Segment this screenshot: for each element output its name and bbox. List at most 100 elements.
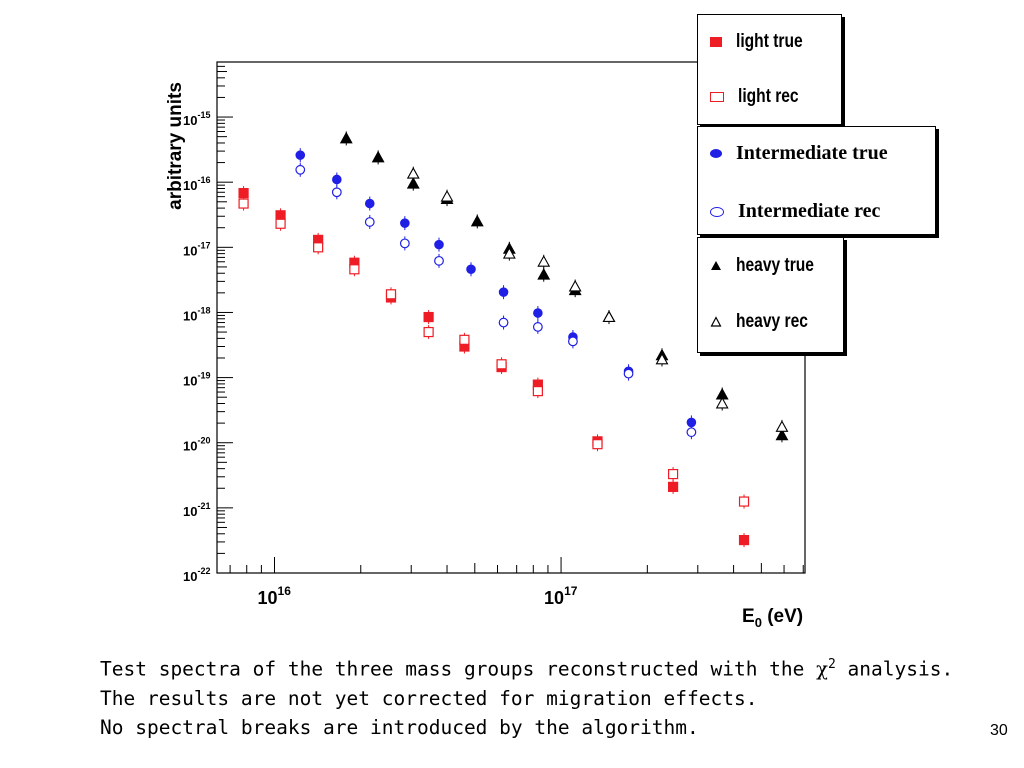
- tick-base: 10: [544, 588, 564, 608]
- point-light-rec: [423, 326, 434, 338]
- point-light-rec: [385, 289, 397, 300]
- point-heavy-rec: [502, 246, 516, 259]
- legend-item-light-rec: light rec: [710, 86, 812, 108]
- point-intermediate-true: [364, 198, 375, 209]
- point-heavy-true: [775, 428, 789, 441]
- point-intermediate-rec: [399, 238, 410, 249]
- tick-exponent: -19: [197, 371, 210, 381]
- point-intermediate-true: [533, 308, 543, 318]
- tick-base: 10: [183, 243, 197, 258]
- y-axis-label: arbitrary units: [165, 82, 186, 210]
- slide-number: 30: [990, 722, 1008, 739]
- legend-label: light rec: [738, 86, 799, 107]
- legend-item-intermediate-true: Intermediate true: [710, 142, 888, 165]
- point-light-rec: [496, 359, 507, 370]
- y-tick-label: 10-20: [183, 436, 210, 454]
- y-tick-label: 10-16: [183, 175, 210, 193]
- tick-base: 10: [183, 374, 197, 389]
- caption-line-1-prefix: Test spectra of the three mass groups re…: [100, 657, 817, 681]
- point-heavy-true: [470, 214, 484, 227]
- tick-exponent: -18: [197, 305, 210, 315]
- filled-triangle-marker-icon: [711, 261, 721, 270]
- point-light-true: [275, 210, 286, 221]
- point-intermediate-true: [686, 417, 697, 428]
- y-tick-label: 10-17: [183, 240, 210, 258]
- y-tick-label: 10-15: [183, 110, 210, 128]
- point-heavy-true: [371, 150, 385, 163]
- point-heavy-rec: [655, 352, 669, 365]
- caption-line-3: No spectral breaks are introduced by the…: [100, 715, 699, 739]
- open-triangle-marker-icon: [710, 316, 722, 327]
- chi-symbol: χ: [816, 657, 828, 681]
- x-axis-label-subscript: 0: [755, 615, 762, 630]
- tick-base: 10: [183, 504, 197, 519]
- point-light-rec: [592, 439, 603, 450]
- point-intermediate-true: [295, 150, 306, 160]
- x-tick-label: 1016: [258, 584, 292, 608]
- tick-base: 10: [183, 178, 197, 193]
- point-heavy-true: [339, 131, 353, 144]
- point-light-rec: [238, 198, 249, 209]
- legend-label: Intermediate true: [736, 142, 888, 164]
- legend-label: Intermediate rec: [738, 200, 881, 222]
- point-heavy-true: [406, 177, 420, 189]
- point-light-true: [423, 311, 434, 323]
- open-circle-marker-icon: [710, 206, 724, 217]
- point-light-true: [738, 534, 750, 546]
- point-heavy-rec: [568, 279, 582, 292]
- point-light-rec: [313, 242, 324, 253]
- point-light-true: [667, 481, 679, 492]
- chi-exponent: 2: [827, 657, 836, 672]
- y-tick-label: 10-18: [183, 305, 210, 323]
- point-intermediate-rec: [295, 164, 306, 175]
- tick-base: 10: [183, 113, 197, 128]
- x-axis-label-unit: (eV): [762, 606, 803, 627]
- legend-item-heavy-rec: heavy rec: [710, 311, 824, 333]
- tick-base: 10: [183, 308, 197, 323]
- point-intermediate-rec: [434, 255, 444, 266]
- point-heavy-rec: [775, 420, 789, 432]
- point-intermediate-true: [332, 174, 342, 185]
- data-points: [238, 131, 789, 546]
- y-tick-label: 10-21: [183, 501, 210, 519]
- tick-exponent: -21: [197, 501, 210, 511]
- point-intermediate-true: [498, 287, 509, 297]
- filled-circle-marker-icon: [710, 149, 722, 158]
- point-heavy-rec: [715, 396, 729, 409]
- x-tick-label: 1017: [544, 584, 578, 608]
- tick-exponent: -16: [197, 175, 210, 185]
- tick-exponent: 16: [278, 584, 292, 598]
- legend-item-intermediate-rec: Intermediate rec: [710, 200, 880, 223]
- legend-item-light-true: light true: [710, 31, 817, 53]
- tick-exponent: -22: [197, 566, 210, 576]
- legend-label: heavy true: [736, 255, 814, 276]
- point-intermediate-rec: [686, 427, 697, 438]
- legend-label: heavy rec: [736, 311, 808, 332]
- point-intermediate-true: [434, 239, 444, 250]
- tick-exponent: -17: [197, 240, 210, 250]
- point-intermediate-rec: [623, 368, 634, 379]
- tick-exponent: 17: [564, 584, 578, 598]
- point-light-rec: [459, 334, 470, 345]
- tick-base: 10: [258, 588, 278, 608]
- caption-line-1: Test spectra of the three mass groups re…: [100, 650, 1020, 684]
- x-axis-ticks: 1016 1017: [229, 557, 804, 608]
- slide-caption: Test spectra of the three mass groups re…: [100, 650, 1020, 742]
- legend-light: light true light rec: [697, 14, 842, 125]
- point-intermediate-rec: [532, 322, 543, 332]
- tick-base: 10: [183, 569, 197, 584]
- point-heavy-rec: [406, 167, 420, 179]
- x-axis-label-symbol: E: [742, 606, 755, 627]
- legend-item-heavy-true: heavy true: [710, 255, 831, 277]
- y-tick-label: 10-19: [183, 371, 210, 389]
- point-heavy-true: [537, 268, 551, 280]
- point-light-rec: [532, 386, 543, 397]
- point-light-rec: [738, 496, 750, 507]
- point-intermediate-rec: [498, 317, 509, 328]
- point-heavy-rec: [537, 255, 551, 267]
- filled-square-marker-icon: [710, 37, 722, 47]
- point-intermediate-true: [466, 264, 476, 275]
- point-heavy-rec: [602, 310, 616, 323]
- point-light-rec: [349, 264, 360, 275]
